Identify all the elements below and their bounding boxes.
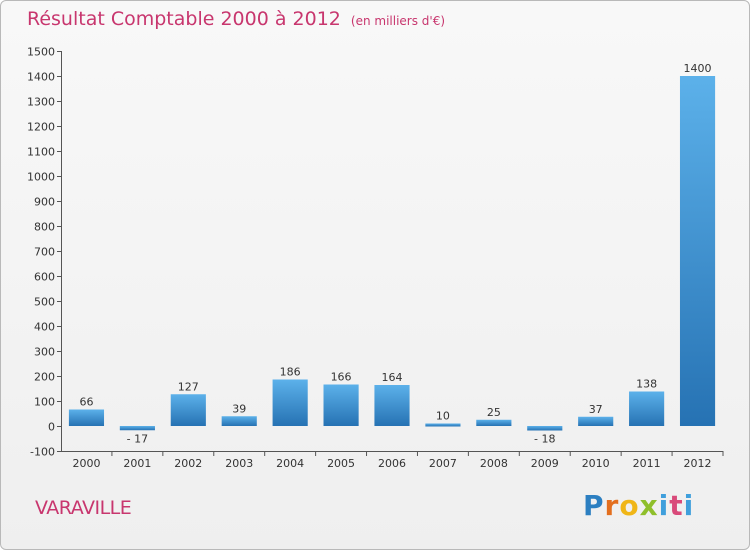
y-tick-label: 100	[34, 396, 55, 409]
data-label: 39	[232, 402, 246, 415]
data-label: 186	[280, 366, 301, 379]
data-label: 166	[331, 371, 352, 384]
bar	[272, 379, 308, 426]
logo-letter: i	[683, 489, 695, 522]
chart-labels: 66 - 17 127 39 186 166 164 10 25 - 18 37 138 1400	[79, 62, 711, 446]
y-tick-label: 900	[34, 196, 55, 209]
bar	[119, 426, 155, 431]
x-tick-label: 2007	[429, 457, 457, 470]
logo-letter: t	[669, 489, 684, 522]
place-name: VARAVILLE	[35, 497, 132, 519]
chart-axes: -100 0 100 200 300 400 500 600 700 800 900 1000 1100…	[27, 46, 724, 470]
bar	[170, 394, 206, 426]
x-tick-label: 2009	[531, 457, 559, 470]
data-label: 138	[636, 378, 657, 391]
chart-subtitle: (en milliers d'€)	[350, 14, 446, 28]
y-tick-label: 1400	[27, 71, 55, 84]
y-tick-label: 1100	[27, 146, 55, 159]
y-tick-label: 1500	[27, 46, 55, 59]
x-tick-label: 2002	[174, 457, 202, 470]
logo-letter: i	[658, 489, 670, 522]
y-tick-label: 500	[34, 296, 55, 309]
logo-letter: P	[583, 489, 605, 522]
data-label: 37	[589, 403, 603, 416]
x-tick-label: 2006	[378, 457, 406, 470]
data-label: 164	[382, 371, 403, 384]
y-tick-label: 600	[34, 271, 55, 284]
y-tick-label: 0	[48, 421, 55, 434]
y-tick-label: -100	[30, 446, 55, 459]
proxiti-logo: Proxiti	[583, 489, 694, 522]
x-tick-label: 2005	[327, 457, 355, 470]
chart-title: Résultat Comptable 2000 à 2012 (en millie…	[27, 8, 445, 30]
data-label: - 18	[534, 433, 555, 446]
logo-letter: o	[619, 489, 640, 522]
bar	[629, 391, 665, 426]
y-tick-label: 700	[34, 246, 55, 259]
bar	[425, 423, 461, 427]
data-label: 10	[436, 410, 450, 423]
data-label: - 17	[127, 432, 148, 445]
x-tick-label: 2001	[123, 457, 151, 470]
data-label: 1400	[684, 62, 712, 75]
y-tick-label: 800	[34, 221, 55, 234]
x-tick-label: 2012	[684, 457, 712, 470]
bar	[374, 385, 410, 426]
x-tick-label: 2004	[276, 457, 304, 470]
bar	[527, 426, 563, 431]
chart-bars	[68, 76, 716, 431]
bar	[679, 76, 716, 426]
chart-title-text: Résultat Comptable 2000 à 2012	[27, 8, 341, 30]
x-tick-label: 2003	[225, 457, 253, 470]
bar	[68, 409, 105, 426]
bar	[476, 419, 512, 426]
bar	[323, 384, 359, 426]
bar	[578, 416, 614, 426]
x-tick-label: 2000	[72, 457, 100, 470]
bar	[221, 416, 257, 426]
x-tick-label: 2011	[633, 457, 661, 470]
x-tick-label: 2008	[480, 457, 508, 470]
y-tick-label: 1200	[27, 121, 55, 134]
x-tick-label: 2010	[582, 457, 610, 470]
data-label: 25	[487, 406, 501, 419]
y-tick-label: 1000	[27, 171, 55, 184]
logo-letter: x	[639, 489, 659, 522]
y-tick-label: 300	[34, 346, 55, 359]
y-tick-label: 200	[34, 371, 55, 384]
data-label: 66	[79, 396, 93, 409]
data-label: 127	[178, 380, 199, 393]
y-tick-label: 1300	[27, 96, 55, 109]
logo-letter: r	[604, 489, 620, 522]
y-tick-label: 400	[34, 321, 55, 334]
